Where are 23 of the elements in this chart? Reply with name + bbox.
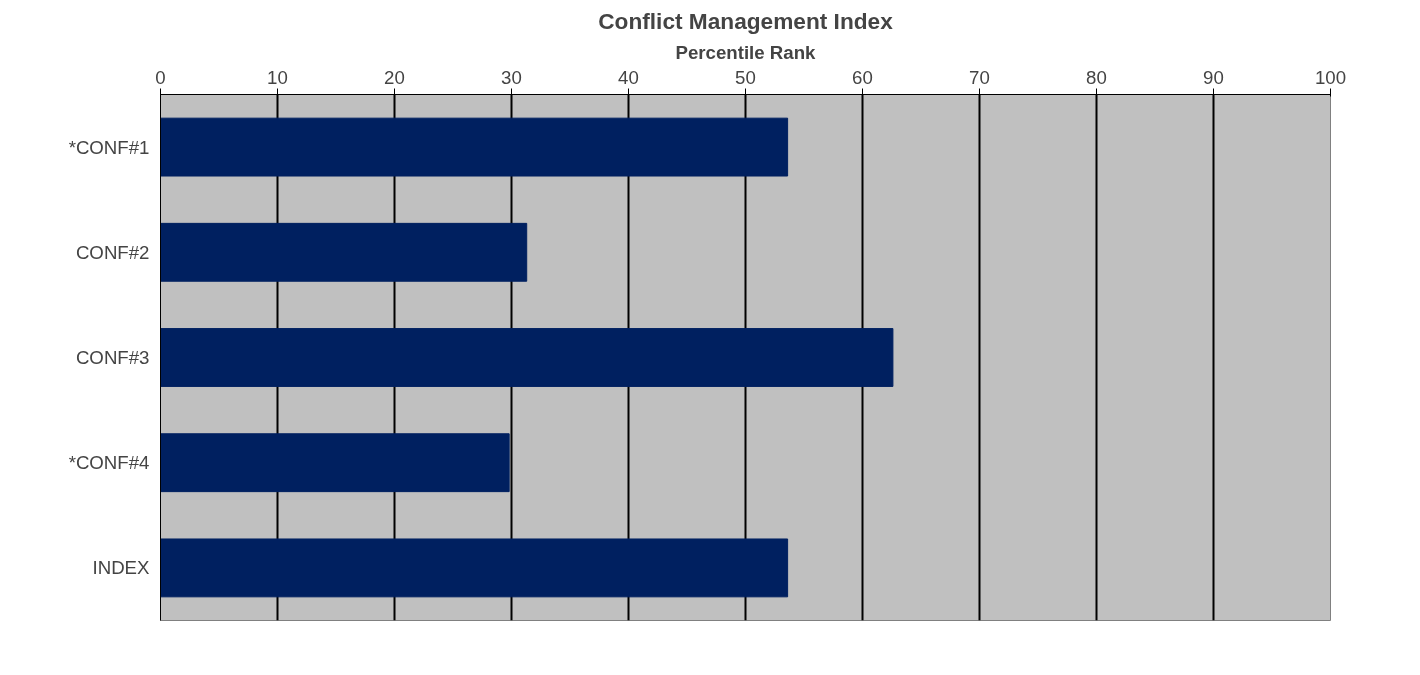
x-tick-label: 100 bbox=[1314, 66, 1347, 88]
x-tick-label: 50 bbox=[735, 66, 756, 88]
x-tick-label: 60 bbox=[852, 66, 873, 88]
y-tick-label: CONF#3 bbox=[75, 347, 150, 368]
x-tick-label: 20 bbox=[384, 66, 405, 88]
bar bbox=[160, 538, 789, 598]
y-tick-label: *CONF#4 bbox=[68, 452, 150, 474]
y-tick-label: CONF#2 bbox=[75, 241, 150, 263]
x-tick-label: 80 bbox=[1086, 66, 1107, 88]
bar bbox=[160, 328, 894, 387]
x-axis-title: Percentile Rank bbox=[675, 41, 817, 63]
x-tick-label: 40 bbox=[618, 66, 639, 88]
y-tick-label: INDEX bbox=[92, 557, 151, 579]
chart-title: Conflict Management Index bbox=[598, 7, 894, 34]
x-tick-label: 0 bbox=[155, 66, 166, 88]
x-tick-label: 10 bbox=[267, 66, 288, 88]
bar bbox=[160, 433, 510, 493]
bar bbox=[160, 222, 528, 282]
x-tick-label: 90 bbox=[1203, 66, 1224, 88]
y-tick-label: *CONF#1 bbox=[68, 136, 150, 158]
x-tick-label: 70 bbox=[969, 66, 990, 88]
bar bbox=[160, 117, 789, 177]
x-tick-label: 30 bbox=[501, 66, 522, 88]
